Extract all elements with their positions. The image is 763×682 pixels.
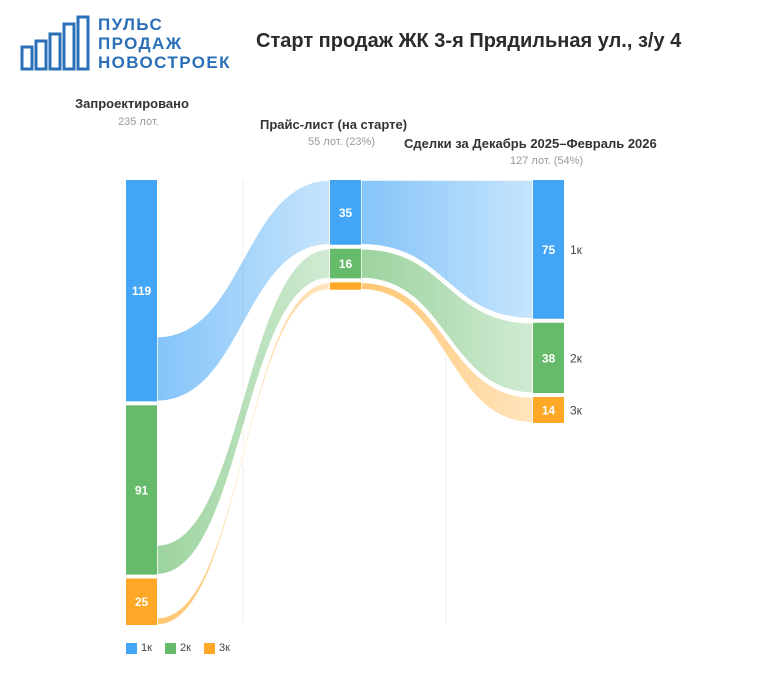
node-stage2-3k bbox=[330, 282, 361, 290]
node-stage1-1k bbox=[126, 180, 157, 402]
node-stage2-1k bbox=[330, 180, 361, 245]
node-value-stage1-2k: 91 bbox=[135, 483, 149, 497]
logo-line-3: НОВОСТРОЕК bbox=[98, 53, 231, 72]
legend-label-1k: 1к bbox=[141, 642, 152, 654]
logo: ПУЛЬС ПРОДАЖ НОВОСТРОЕК bbox=[20, 14, 242, 72]
node-value-stage3-3k: 14 bbox=[542, 404, 556, 418]
node-stage3-2k bbox=[533, 322, 564, 394]
link-stage2-2k bbox=[360, 247, 534, 394]
node-value-stage2-1k: 35 bbox=[339, 206, 353, 220]
stage-3-subtitle: 127 лот. (54%) bbox=[510, 155, 584, 167]
logo-line-2: ПРОДАЖ bbox=[98, 34, 183, 53]
stage-2-title: Прайс-лист (на старте) bbox=[260, 117, 408, 132]
chart-title: Старт продаж ЖК 3-я Прядильная ул., з/у … bbox=[256, 30, 682, 52]
legend-swatch-2k bbox=[165, 642, 176, 654]
link-stage2-1k bbox=[360, 179, 534, 320]
right-label-3k: 3к bbox=[570, 404, 583, 418]
right-label-2k: 2к bbox=[570, 351, 583, 365]
stage-2-subtitle: 55 лот. (23%) bbox=[308, 136, 375, 148]
node-stage3-3k bbox=[533, 397, 564, 423]
sankey-chart: 119 91 25 35 16 75 38 14 1к 2к 3к bbox=[126, 179, 583, 626]
node-value-stage3-2k: 38 bbox=[542, 351, 556, 365]
legend-item-1k: 1к bbox=[126, 642, 152, 654]
building-bars-logo-icon bbox=[20, 15, 90, 71]
node-value-stage2-2k: 16 bbox=[339, 257, 353, 271]
legend-swatch-3k bbox=[204, 642, 215, 654]
legend-label-2k: 2к bbox=[180, 642, 191, 654]
stage-1-subtitle: 235 лот. bbox=[118, 116, 159, 128]
stage-1-title: Запроектировано bbox=[75, 96, 189, 111]
legend-item-2k: 2к bbox=[165, 642, 191, 654]
legend-item-3k: 3к bbox=[204, 642, 230, 654]
node-stage1-3k bbox=[126, 578, 157, 625]
legend-swatch-1k bbox=[126, 642, 137, 654]
stage-3-title: Сделки за Декабрь 2025–Февраль 2026 bbox=[404, 136, 657, 151]
node-stage2-2k bbox=[330, 248, 361, 279]
link-stage2-3k bbox=[360, 281, 534, 424]
legend-label-3k: 3к bbox=[219, 642, 230, 654]
node-value-stage3-1k: 75 bbox=[542, 243, 556, 257]
node-stage1-2k bbox=[126, 405, 157, 575]
logo-line-1: ПУЛЬС bbox=[98, 15, 164, 34]
node-stage3-1k bbox=[533, 180, 564, 319]
node-value-stage1-1k: 119 bbox=[132, 284, 152, 298]
right-label-1k: 1к bbox=[570, 243, 583, 257]
node-value-stage1-3k: 25 bbox=[135, 595, 149, 609]
